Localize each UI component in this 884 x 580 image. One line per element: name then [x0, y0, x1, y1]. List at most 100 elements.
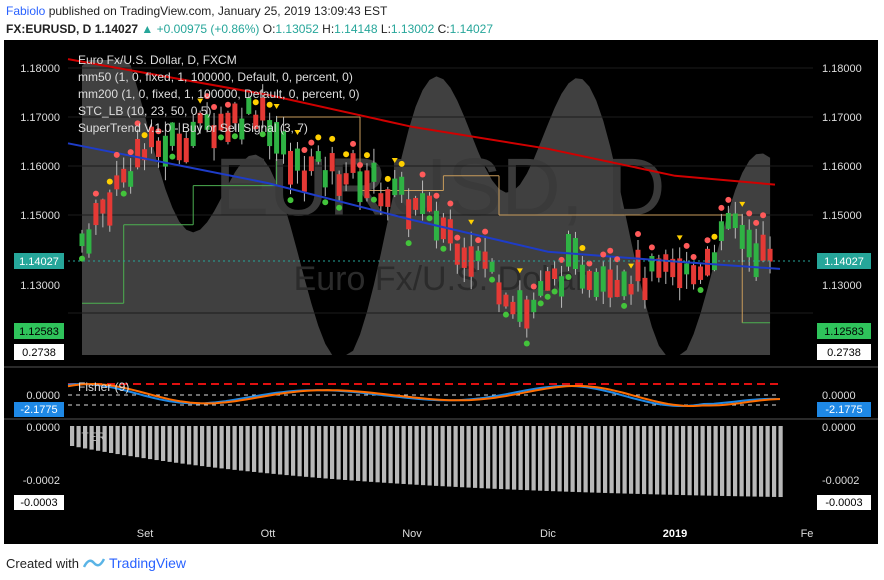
close-value: 1.14027: [449, 22, 494, 36]
candle-body: [642, 277, 648, 301]
iter-bar: [284, 426, 289, 476]
badge-supertrend-right: 1.12583: [817, 323, 871, 339]
candle-body: [149, 126, 154, 148]
sell-dot: [635, 230, 641, 237]
fisher-left-tick: 0.0000: [26, 390, 60, 402]
candle-body: [183, 138, 189, 163]
sell-dot: [155, 128, 162, 135]
badge-price-left: 1.14027: [14, 253, 64, 269]
candle-body: [100, 199, 106, 214]
iter-bar: [310, 426, 315, 478]
signal-triangle: [628, 263, 635, 269]
candle-body: [440, 217, 446, 240]
tradingview-logo-icon: [82, 558, 105, 568]
badge-price-left-text: 1.14027: [19, 256, 59, 268]
buy-dot: [231, 133, 238, 140]
signal-dot: [266, 101, 273, 108]
candle-body: [93, 203, 99, 226]
iter-bar: [544, 426, 549, 491]
sell-dot: [211, 103, 218, 110]
iter-right-tick-1: 0.0000: [822, 422, 856, 434]
iter-bar: [167, 426, 172, 462]
candle-body: [211, 125, 217, 149]
buy-dot: [440, 245, 447, 252]
candle-body: [427, 195, 432, 212]
sell-dot: [224, 101, 231, 108]
sell-dot: [433, 192, 440, 199]
iter-bar: [681, 426, 686, 496]
candle-body: [336, 174, 342, 196]
iter-bar: [187, 426, 192, 465]
price-axis-left: 1.18000 1.17000 1.16000 1.15000 1.13000: [20, 63, 60, 292]
signal-dot: [398, 160, 405, 167]
iter-bar: [395, 426, 400, 484]
iter-bar: [421, 426, 426, 486]
candle-body: [586, 270, 592, 290]
signal-dot: [579, 245, 586, 252]
candle-body: [684, 263, 690, 275]
badge-stc-left: 0.2738: [14, 344, 64, 360]
sell-dot: [600, 251, 607, 258]
iter-bar: [226, 426, 231, 470]
legend-title: Euro Fx/U.S. Dollar, D, FXCM: [78, 53, 237, 67]
x-label-ott: Ott: [261, 528, 276, 540]
left-tick-5: 1.13000: [20, 280, 60, 292]
candle-body: [232, 103, 238, 124]
iter-label: ITER: [78, 430, 106, 444]
candle-body: [392, 178, 398, 196]
candle-body: [767, 248, 773, 262]
iter-bar: [375, 426, 380, 483]
sell-dot: [704, 237, 711, 244]
iter-bar: [746, 426, 751, 497]
tradingview-brand-link[interactable]: TradingView: [108, 555, 187, 571]
candles: [79, 84, 773, 338]
iter-bar: [713, 426, 718, 496]
time-axis[interactable]: Set Ott Nov Dic 2019 Fe: [137, 528, 814, 540]
candle-body: [301, 170, 307, 192]
up-arrow-icon: ▲: [141, 22, 154, 36]
fisher-label: Fisher (9): [78, 380, 129, 394]
candle-body: [79, 233, 85, 247]
author-link[interactable]: Fabiolo: [6, 4, 46, 18]
badge-stc-left-text: 0.2738: [22, 347, 56, 359]
candle-body: [566, 234, 571, 267]
candle-body: [294, 148, 300, 171]
x-label-set: Set: [137, 528, 154, 540]
sell-dot: [113, 151, 120, 158]
signal-dot: [315, 134, 322, 141]
iter-bar: [700, 426, 705, 496]
candle-body: [86, 229, 92, 254]
high-label: H:: [322, 22, 335, 36]
candle-body: [322, 170, 328, 188]
buy-dot: [502, 311, 509, 318]
candle-body: [204, 114, 210, 130]
iter-bar: [200, 426, 205, 467]
signal-triangle: [739, 201, 746, 207]
iter-bar: [512, 426, 517, 490]
candle-body: [169, 122, 175, 146]
candle-body: [447, 219, 453, 244]
iter-bar: [252, 426, 257, 472]
badge-iter-left-text: -0.0003: [20, 497, 57, 509]
iter-bar: [583, 426, 588, 493]
iter-bar: [596, 426, 601, 493]
iter-bar: [258, 426, 263, 473]
right-tick-4: 1.15000: [822, 210, 862, 222]
signal-dot: [106, 178, 113, 185]
signals: [79, 93, 767, 347]
fisher-pane[interactable]: [68, 370, 813, 417]
candle-body: [760, 234, 766, 261]
candle-body: [503, 294, 509, 307]
badge-supertrend-right-text: 1.12583: [824, 326, 864, 338]
sell-dot: [308, 139, 315, 146]
sell-dot: [357, 162, 363, 169]
candle-body: [218, 113, 224, 131]
buy-dot: [322, 199, 329, 206]
sell-dot: [447, 200, 454, 207]
iter-bar: [453, 426, 458, 487]
candle-body: [677, 258, 683, 289]
right-tick-2: 1.17000: [822, 112, 862, 124]
legend-stc: STC_LB (10, 23, 50, 0.5): [78, 104, 211, 118]
candle-body: [552, 268, 558, 279]
